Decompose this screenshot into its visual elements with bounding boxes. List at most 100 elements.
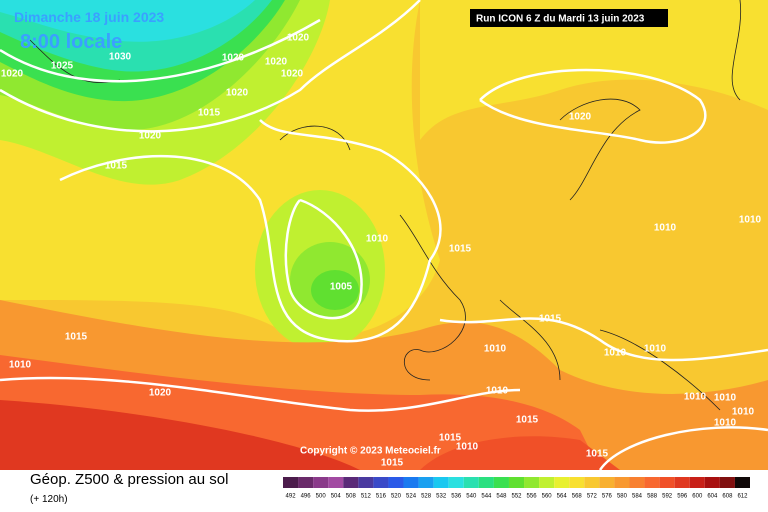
legend-swatch — [508, 477, 525, 488]
legend-label: 512 — [361, 494, 372, 500]
legend-swatch — [313, 477, 329, 488]
legend-label: 528 — [421, 494, 432, 500]
time: 8:00 locale — [20, 31, 122, 53]
legend-swatch — [569, 477, 585, 488]
legend-swatch — [328, 477, 344, 488]
legend-label: 536 — [451, 494, 462, 500]
legend-label: 544 — [481, 494, 492, 500]
isobar-label: 1015 — [586, 449, 609, 460]
legend-label: 504 — [331, 494, 342, 500]
legend-label: 560 — [542, 494, 553, 500]
footer-lead: (+ 120h) — [30, 494, 68, 505]
legend-swatch — [704, 477, 720, 488]
legend-swatch — [584, 477, 600, 488]
legend-label: 568 — [572, 494, 583, 500]
legend-swatch — [719, 477, 735, 488]
legend-swatch — [524, 477, 540, 488]
legend-swatch — [629, 477, 645, 488]
isobar-label: 1020 — [226, 88, 249, 99]
legend-swatch — [283, 477, 299, 488]
legend-label: 532 — [436, 494, 447, 500]
legend-swatch — [448, 477, 464, 488]
footer-title: Géop. Z500 & pression au sol — [30, 471, 228, 488]
isobar-label: 1010 — [366, 234, 389, 245]
legend-swatch — [433, 477, 449, 488]
legend-label: 496 — [301, 494, 312, 500]
legend-label: 564 — [557, 494, 568, 500]
legend-label: 572 — [587, 494, 598, 500]
isobar-label: 1015 — [539, 314, 562, 325]
legend-label: 576 — [602, 494, 613, 500]
legend-swatch — [554, 477, 570, 488]
isobar-label: 1025 — [51, 61, 74, 72]
legend-label: 592 — [662, 494, 673, 500]
isobar-label: 1010 — [456, 442, 479, 453]
isobar-label: 1020 — [569, 112, 592, 123]
run-box — [470, 9, 668, 27]
legend-swatch — [358, 477, 374, 488]
isobar-label: 1020 — [287, 33, 310, 44]
isobar-label: 1030 — [109, 52, 132, 63]
legend-label: 508 — [346, 494, 357, 500]
legend-label: 588 — [647, 494, 658, 500]
isobar-label: 1015 — [65, 332, 88, 343]
isobar — [0, 0, 768, 470]
legend-label: 612 — [737, 494, 748, 500]
legend-swatch — [373, 477, 389, 488]
legend-label: 600 — [692, 494, 703, 500]
isobar-label: 1015 — [198, 108, 221, 119]
legend-swatch — [599, 477, 615, 488]
legend-label: 524 — [406, 494, 417, 500]
legend-label: 596 — [677, 494, 688, 500]
isobar-label: 1010 — [644, 344, 667, 355]
isobar-label: 1010 — [484, 344, 507, 355]
isobar-label: 1010 — [732, 407, 755, 418]
isobar-label: 1015 — [516, 415, 539, 426]
legend-swatch — [614, 477, 630, 488]
isobar-label: 1015 — [439, 433, 462, 444]
isobar-label: 1010 — [654, 223, 677, 234]
legend-swatch — [403, 477, 419, 488]
legend-label: 516 — [376, 494, 387, 500]
legend-swatch — [418, 477, 434, 488]
isobar-label: 1015 — [449, 244, 472, 255]
isobar-label: 1020 — [281, 69, 304, 80]
isobar-label: 1010 — [9, 360, 32, 371]
isobar-label: 1010 — [714, 418, 737, 429]
date: Dimanche 18 juin 2023 — [14, 9, 164, 25]
legend-label: 492 — [286, 494, 297, 500]
legend-label: 548 — [496, 494, 507, 500]
isobar-label: 1010 — [684, 392, 707, 403]
isobar-label: 1020 — [149, 388, 172, 399]
field-red — [0, 400, 360, 470]
legend-label: 520 — [391, 494, 402, 500]
legend-label: 500 — [316, 494, 327, 500]
copyright: Copyright © 2023 Meteociel.fr — [300, 446, 441, 457]
legend-label: 608 — [722, 494, 733, 500]
legend-label: 584 — [632, 494, 643, 500]
legend-swatch — [388, 477, 404, 488]
legend-label: 552 — [511, 494, 522, 500]
isobar-label: 1010 — [604, 348, 627, 359]
legend-label: 604 — [707, 494, 718, 500]
legend-swatch — [674, 477, 690, 488]
legend-swatch — [493, 477, 509, 488]
legend-label: 580 — [617, 494, 628, 500]
legend-swatch — [734, 477, 750, 488]
legend-swatch — [539, 477, 555, 488]
isobar-label: 1020 — [1, 69, 24, 80]
isobar-label: 1015 — [381, 458, 404, 469]
coastline — [29, 0, 742, 411]
field-low-center — [311, 270, 359, 310]
legend-swatch — [343, 477, 359, 488]
legend-label: 556 — [527, 494, 538, 500]
run-info: Run ICON 6 Z du Mardi 13 juin 2023 — [476, 14, 645, 25]
isobar-label: 1020 — [265, 57, 288, 68]
field-africa — [420, 436, 620, 470]
isobar-label: 1020 — [139, 131, 162, 142]
legend-swatch — [644, 477, 660, 488]
legend-swatch — [298, 477, 314, 488]
legend-label: 540 — [466, 494, 477, 500]
